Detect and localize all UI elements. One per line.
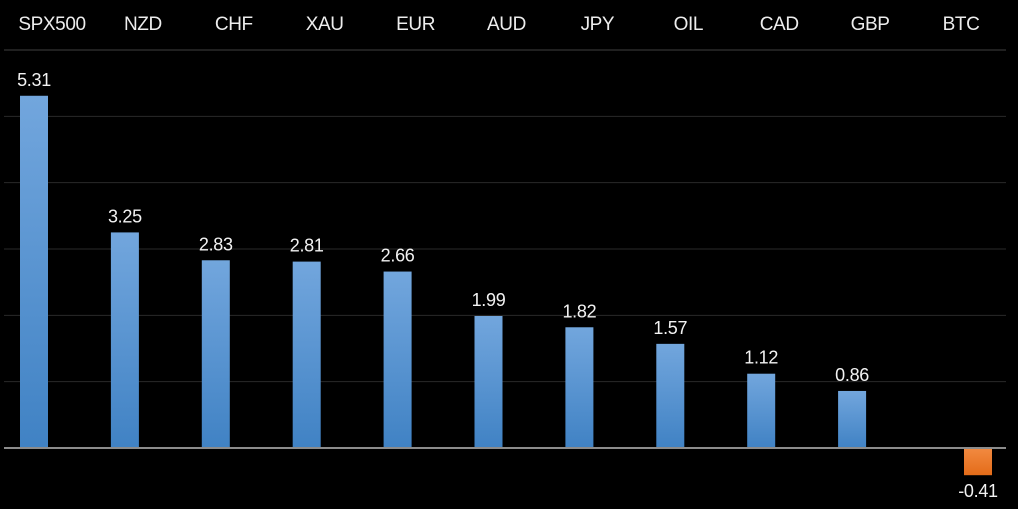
column-header-oil: OIL <box>673 14 704 35</box>
value-label-spx500: 5.31 <box>17 70 51 90</box>
value-label-jpy: 1.82 <box>562 301 596 321</box>
value-label-eur: 2.66 <box>381 246 415 266</box>
bar-aud <box>474 315 503 448</box>
column-header-gbp: GBP <box>850 14 890 35</box>
bar-oil <box>656 343 685 448</box>
value-label-nzd: 3.25 <box>108 206 142 226</box>
instrument-header-row: SPX500 NZD CHF XAU EUR AUD JPY OIL CAD GBP BTC <box>0 0 1018 50</box>
bar-gbp <box>838 390 867 448</box>
value-label-chf: 2.83 <box>199 234 233 254</box>
column-header-nzd: NZD <box>123 14 162 35</box>
column-header-eur: EUR <box>396 14 436 35</box>
bar-chf <box>201 260 230 448</box>
column-header-xau: XAU <box>305 14 344 35</box>
bar-jpy <box>565 327 594 448</box>
column-header-btc: BTC <box>942 14 980 35</box>
value-label-xau: 2.81 <box>290 236 324 256</box>
column-header-jpy: JPY <box>580 14 615 35</box>
column-header-cad: CAD <box>759 14 799 35</box>
bar-nzd <box>110 232 139 448</box>
bar-spx500 <box>20 95 48 449</box>
value-label-aud: 1.99 <box>472 290 506 310</box>
bar-eur <box>383 271 412 448</box>
value-label-btc: -0.41 <box>958 481 998 501</box>
value-label-cad: 1.12 <box>744 348 778 368</box>
value-label-gbp: 0.86 <box>835 365 869 385</box>
bar-btc <box>964 448 992 476</box>
bar-cad <box>747 373 776 448</box>
column-header-chf: CHF <box>214 14 253 35</box>
bar-xau <box>292 261 321 448</box>
column-header-spx500: SPX500 <box>18 14 86 35</box>
value-label-oil: 1.57 <box>653 318 687 338</box>
column-header-aud: AUD <box>487 14 526 35</box>
